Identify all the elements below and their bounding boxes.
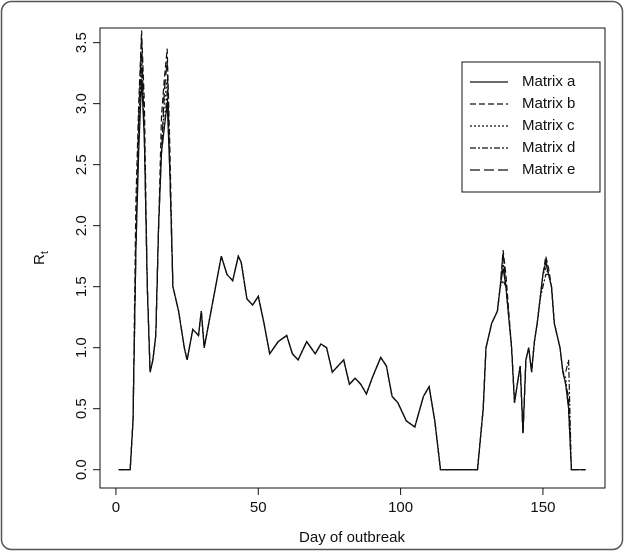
y-axis-label-main: R — [31, 254, 48, 265]
x-tick-label: 0 — [112, 499, 120, 516]
y-tick-label: 0.0 — [73, 459, 90, 480]
legend-label: Matrix b — [522, 95, 575, 112]
x-tick-label: 50 — [250, 499, 267, 516]
legend-label: Matrix e — [522, 161, 575, 178]
y-axis-label-sub: t — [39, 251, 51, 254]
plot-box — [99, 27, 606, 489]
x-axis-label: Day of outbreak — [299, 529, 405, 546]
y-tick-label: 3.0 — [73, 93, 90, 114]
x-tick-label: 100 — [388, 499, 413, 516]
series-line — [118, 36, 586, 471]
y-tick-label: 2.0 — [73, 215, 90, 236]
y-axis-label: Rt — [31, 251, 51, 265]
x-tick-label: 150 — [530, 499, 555, 516]
legend-label: Matrix d — [522, 139, 575, 156]
y-tick-label: 2.5 — [73, 154, 90, 175]
y-tick-label: 1.0 — [73, 337, 90, 358]
y-tick-label: 0.5 — [73, 398, 90, 419]
y-tick-label: 1.5 — [73, 276, 90, 297]
legend-label: Matrix a — [522, 73, 576, 90]
y-tick-label: 3.5 — [73, 32, 90, 53]
legend-label: Matrix c — [522, 117, 575, 134]
